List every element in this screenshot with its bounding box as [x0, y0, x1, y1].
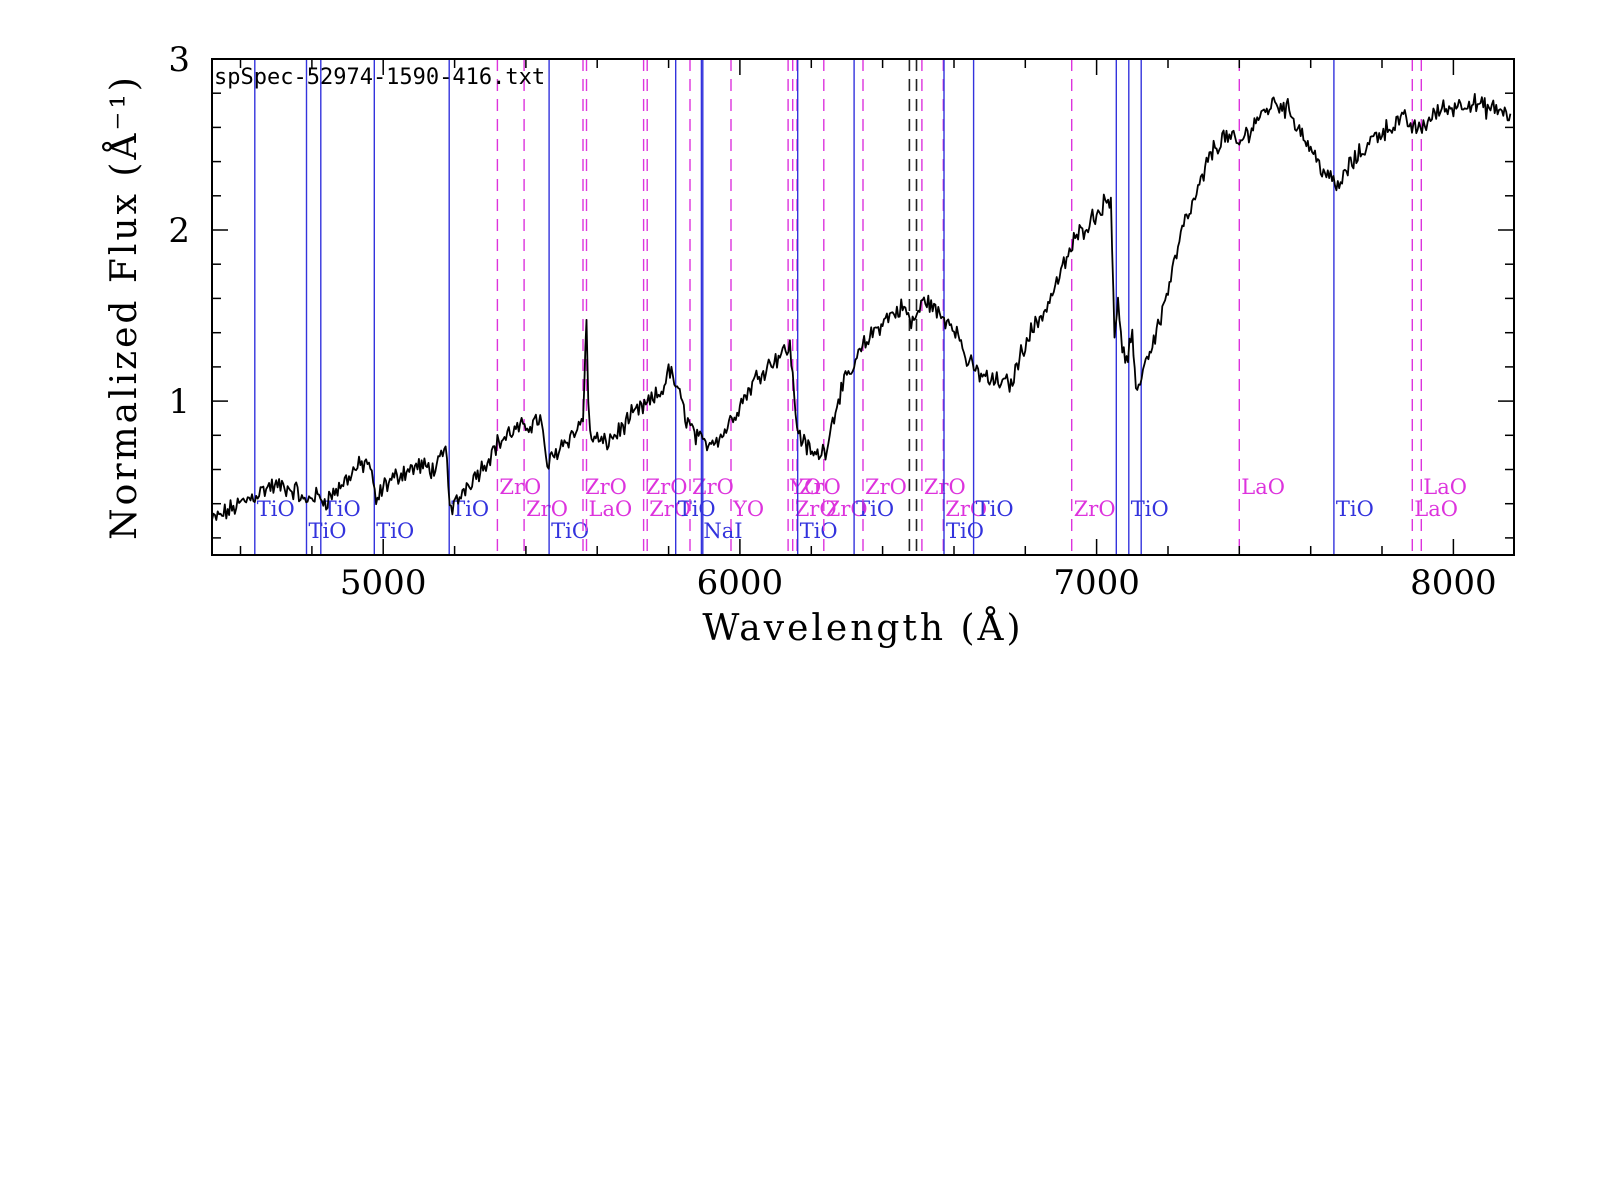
y-tick-label: 3	[168, 40, 190, 80]
marker-label: TiO	[678, 497, 716, 521]
marker-label: TiO	[257, 497, 295, 521]
marker-label: LaO	[1241, 475, 1285, 499]
marker-label: NaI	[703, 519, 742, 543]
spectrum-series	[211, 93, 1512, 521]
y-axis-title: Normalized Flux (Å⁻¹)	[103, 74, 145, 540]
marker-label: TiO	[323, 497, 361, 521]
x-axis-title: Wavelength (Å)	[702, 607, 1023, 649]
marker-label: ZrO	[924, 475, 966, 499]
marker-label: TiO	[1336, 497, 1374, 521]
y-tick-label: 2	[168, 211, 190, 251]
marker-label: ZrO	[692, 475, 734, 499]
y-tick-label: 1	[168, 382, 190, 422]
marker-label: TiO	[1131, 497, 1169, 521]
x-tick-label: 7000	[1053, 563, 1140, 603]
marker-label: TiO	[976, 497, 1014, 521]
marker-label: ZrO	[499, 475, 541, 499]
marker-label: ZrO	[526, 497, 568, 521]
marker-label: ZrO	[945, 497, 987, 521]
marker-label: TiO	[856, 497, 894, 521]
marker-label: YO	[732, 497, 764, 521]
marker-label: LaO	[1423, 475, 1467, 499]
x-tick-label: 6000	[697, 563, 784, 603]
marker-label: ZrO	[585, 475, 627, 499]
chart-title: spSpec-52974-1590-416.txt	[214, 65, 545, 90]
marker-label: ZrO	[646, 475, 688, 499]
marker-label: TiO	[946, 519, 984, 543]
marker-label: ZrO	[1074, 497, 1116, 521]
marker-label: ZrO	[826, 497, 868, 521]
plot-frame	[211, 58, 1515, 556]
marker-label: ZrO	[649, 497, 691, 521]
spectrum-line	[211, 93, 1512, 521]
marker-label: TiO	[309, 519, 347, 543]
marker-label: LaO	[589, 497, 633, 521]
marker-label: ZrO	[795, 497, 837, 521]
marker-label: YO	[789, 475, 821, 499]
line-markers: TiOTiOTiOTiOTiOZrOZrOTiOZrOLaOZrOZrOTiOZ…	[254, 59, 1467, 555]
marker-label: TiO	[376, 519, 414, 543]
marker-label: ZrO	[865, 475, 907, 499]
x-tick-label: 5000	[340, 563, 427, 603]
marker-label: ZrO	[799, 475, 841, 499]
x-tick-label: 8000	[1410, 563, 1497, 603]
marker-label: TiO	[800, 519, 838, 543]
